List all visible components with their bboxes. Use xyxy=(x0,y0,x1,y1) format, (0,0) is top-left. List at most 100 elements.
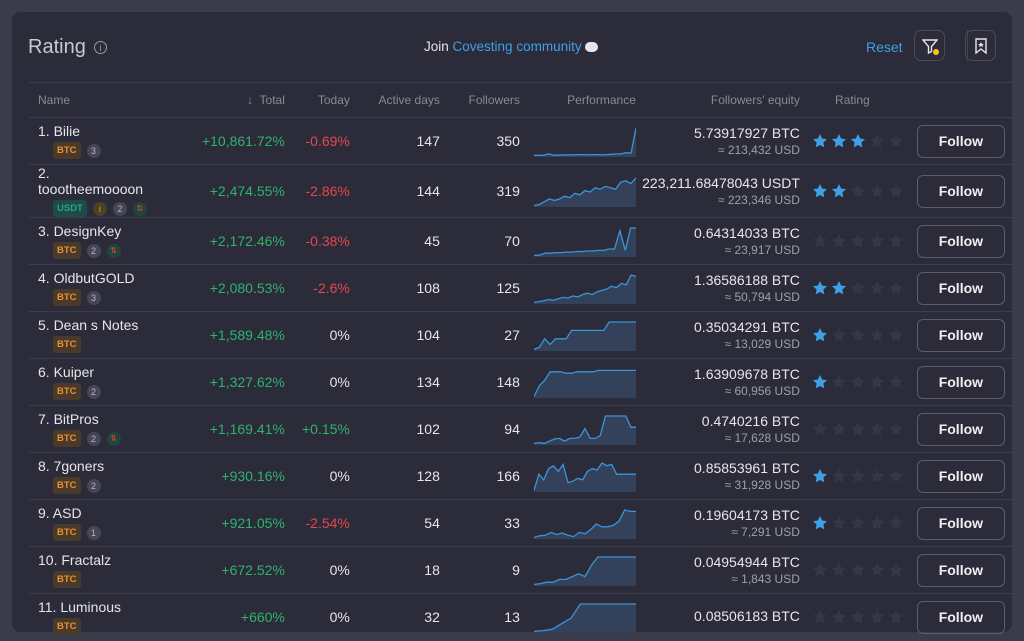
trader-name[interactable]: 2. toootheemoooon xyxy=(38,165,144,197)
col-today[interactable]: Today xyxy=(284,82,350,118)
follow-button[interactable]: Follow xyxy=(916,318,1005,352)
follow-button[interactable]: Follow xyxy=(916,124,1005,158)
follow-button[interactable]: Follow xyxy=(916,553,1005,587)
trader-name[interactable]: 3. DesignKey xyxy=(38,223,122,239)
equity-usd: ≈ 7,291 USD xyxy=(731,525,800,539)
trader-cell[interactable]: 4. OldbutGOLD BTC 3 xyxy=(29,264,147,312)
trader-name[interactable]: 10. Fractalz xyxy=(38,552,112,568)
table-row[interactable]: 5. Dean s Notes BTC +1,589.48% 0% 104 27 … xyxy=(29,311,1012,359)
rating-card: Rating i Join Covesting community Reset N… xyxy=(12,12,1012,641)
star-icon xyxy=(831,610,846,624)
sparkline-line xyxy=(533,462,636,491)
star-icon xyxy=(869,422,884,436)
trader-cell[interactable]: 2. toootheemoooon USDT i 2 ⇅ xyxy=(29,164,147,218)
col-equity[interactable]: Followers' equity xyxy=(635,82,800,118)
trader-name[interactable]: 4. OldbutGOLD xyxy=(38,270,135,286)
currency-badge: BTC xyxy=(53,336,81,353)
equity-value: 223,211.68478043 USDT xyxy=(642,175,800,191)
trader-name[interactable]: 11. Luminous xyxy=(38,599,122,615)
table-row[interactable]: 6. Kuiper BTC 2 +1,327.62% 0% 134 148 1.63… xyxy=(29,358,1012,406)
trader-cell[interactable]: 5. Dean s Notes BTC xyxy=(29,311,147,359)
sparkline-area xyxy=(533,510,636,539)
equity-value: 0.85853961 BTC xyxy=(694,460,800,476)
col-name[interactable]: Name xyxy=(29,82,147,118)
follow-button[interactable]: Follow xyxy=(916,271,1005,305)
trader-cell[interactable]: 1. Bilie BTC 3 xyxy=(29,117,147,165)
follow-button[interactable]: Follow xyxy=(916,174,1005,208)
trader-name[interactable]: 5. Dean s Notes xyxy=(38,317,139,333)
active-days: 108 xyxy=(349,264,440,312)
followers-count: 33 xyxy=(439,499,520,547)
equity-usd: ≈ 50,794 USD xyxy=(724,290,800,304)
trader-cell[interactable]: 3. DesignKey BTC 2 ⇅ xyxy=(29,217,147,265)
equity-usd: ≈ 23,917 USD xyxy=(724,243,800,257)
trader-cell[interactable]: 7. BitPros BTC 2 ⇅ xyxy=(29,405,147,453)
today-return: -2.6% xyxy=(284,264,350,312)
active-days: 18 xyxy=(349,546,440,594)
trader-cell[interactable]: 10. Fractalz BTC xyxy=(29,546,147,594)
star-icon xyxy=(888,422,903,436)
filter-button[interactable] xyxy=(914,30,945,61)
star-icon xyxy=(850,610,865,624)
today-return: -2.54% xyxy=(284,499,350,547)
sparkline-line xyxy=(533,321,636,351)
follow-button[interactable]: Follow xyxy=(916,412,1005,446)
table-row[interactable]: 7. BitPros BTC 2 ⇅ +1,169.41% +0.15% 102 94… xyxy=(29,405,1012,453)
followers-count: 94 xyxy=(439,405,520,453)
star-rating xyxy=(800,421,905,437)
star-icon xyxy=(812,234,827,248)
trader-name[interactable]: 1. Bilie xyxy=(38,123,81,139)
table-row[interactable]: 8. 7goners BTC 2 +930.16% 0% 128 166 0.858… xyxy=(29,452,1012,500)
star-icon xyxy=(812,184,827,198)
performance-sparkline xyxy=(533,369,636,398)
sparkline-line xyxy=(533,509,636,539)
trader-cell[interactable]: 8. 7goners BTC 2 xyxy=(29,452,147,500)
col-followers[interactable]: Followers xyxy=(439,82,520,118)
table-row[interactable]: 3. DesignKey BTC 2 ⇅ +2,172.46% -0.38% 45 7… xyxy=(29,217,1012,265)
bookmark-button[interactable] xyxy=(965,30,996,61)
table-row[interactable]: 10. Fractalz BTC +672.52% 0% 18 9 0.04954… xyxy=(29,546,1012,594)
follow-button[interactable]: Follow xyxy=(916,600,1005,634)
trader-cell[interactable]: 9. ASD BTC 1 xyxy=(29,499,147,547)
trader-name[interactable]: 7. BitPros xyxy=(38,411,99,427)
col-rating[interactable]: Rating xyxy=(799,82,905,118)
equity-value: 0.4740216 BTC xyxy=(701,413,800,429)
active-days: 45 xyxy=(349,217,440,265)
info-icon[interactable]: i xyxy=(93,41,107,54)
sparkline-area xyxy=(533,275,636,304)
trader-name[interactable]: 9. ASD xyxy=(38,505,82,521)
total-return: +930.16% xyxy=(146,452,285,500)
trader-name[interactable]: 8. 7goners xyxy=(38,458,105,474)
col-active-days[interactable]: Active days xyxy=(349,82,440,118)
star-rating xyxy=(800,327,905,343)
follow-button[interactable]: Follow xyxy=(916,365,1005,399)
follow-button[interactable]: Follow xyxy=(916,459,1005,493)
today-return: -0.69% xyxy=(284,117,350,165)
table-row[interactable]: 2. toootheemoooon USDT i 2 ⇅ +2,474.55% -2.8… xyxy=(29,164,1012,218)
follow-button[interactable]: Follow xyxy=(916,224,1005,258)
star-icon xyxy=(888,184,903,198)
reset-button[interactable]: Reset xyxy=(866,39,903,55)
community-link[interactable]: Covesting community xyxy=(452,39,582,54)
performance-sparkline xyxy=(533,462,636,492)
trader-cell[interactable]: 6. Kuiper BTC 2 xyxy=(29,358,147,406)
trader-name[interactable]: 6. Kuiper xyxy=(38,364,95,380)
sparkline-area xyxy=(533,322,636,351)
trophy-badge-icon: i xyxy=(92,201,107,216)
chat-bubble-icon xyxy=(584,42,598,53)
table-row[interactable]: 9. ASD BTC 1 +921.05% -2.54% 54 33 0.19604… xyxy=(29,499,1012,547)
followers-count: 125 xyxy=(439,264,520,312)
follow-button[interactable]: Follow xyxy=(916,506,1005,540)
star-rating xyxy=(800,609,905,625)
trader-cell[interactable]: 11. Luminous BTC xyxy=(29,593,147,641)
star-icon xyxy=(812,469,827,483)
col-total[interactable]: ↓ Total xyxy=(146,82,285,118)
star-icon xyxy=(888,234,903,248)
table-row[interactable]: 11. Luminous BTC +660% 0% 32 13 0.0850618… xyxy=(29,593,1012,641)
star-icon xyxy=(812,563,827,577)
total-return: +921.05% xyxy=(146,499,285,547)
table-row[interactable]: 1. Bilie BTC 3 +10,861.72% -0.69% 147 350 … xyxy=(29,117,1012,165)
currency-badge: BTC xyxy=(53,142,81,159)
total-return: +1,327.62% xyxy=(146,358,285,406)
table-row[interactable]: 4. OldbutGOLD BTC 3 +2,080.53% -2.6% 108 1… xyxy=(29,264,1012,312)
